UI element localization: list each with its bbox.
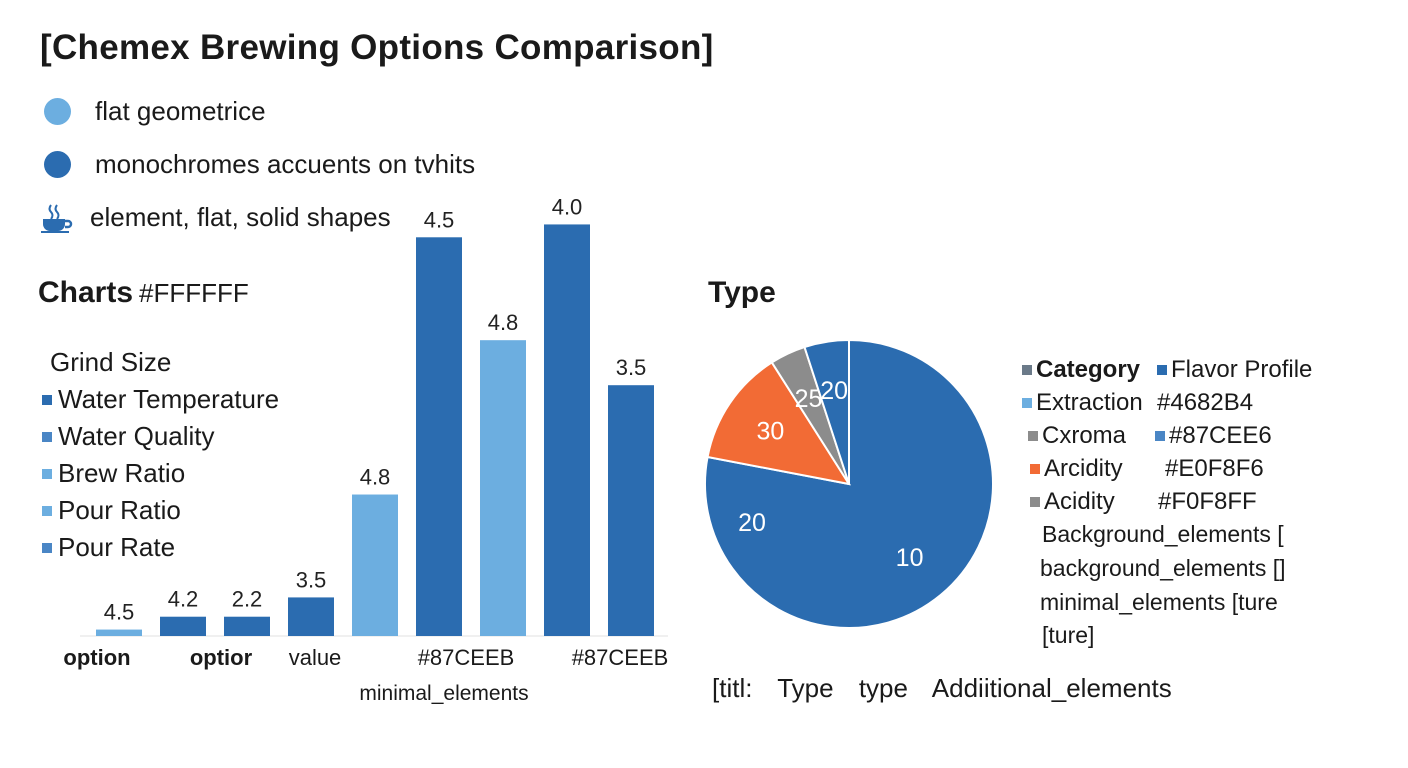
charts-heading-sub: #FFFFFF [139,278,249,308]
pie-legend-item: #4682B4 [1157,389,1253,417]
legend-label: Water Quality [58,421,215,451]
bar-chart: 4.5 4.2 2.2 3.5 4.8 4.5 4.8 4.0 3.5 option optior v… [63,194,669,705]
pie-legend-item: Category [1022,356,1140,384]
legend-swatch [1155,431,1165,441]
bar-legend-item: Water Quality [42,421,215,452]
circle-icon [44,151,71,178]
pie-legend-item: Cxroma [1028,422,1126,450]
charts-heading: Charts #FFFFFF [38,276,249,310]
bottom-note-0: [titl: [712,673,753,703]
pie-slice [706,361,852,486]
pie-slice-label: 10 [896,544,924,572]
bar [160,616,206,636]
bar-legend-item: Pour Rate [42,532,175,563]
charts-heading-text: Charts [38,276,134,309]
pie-slice-label: 20 [820,377,848,405]
page-title: [Chemex Brewing Options Comparison] [40,28,714,67]
legend-swatch [1028,431,1038,441]
pie-legend-item: Acidity [1030,488,1115,516]
legend-label: Acidity [1044,488,1115,515]
bar-legend-title: Grind Size [50,347,172,377]
legend-swatch [42,468,52,479]
legend-label: #4682B4 [1157,389,1254,416]
bar-value-label: 2.2 [232,587,263,612]
pie-slice [803,338,850,485]
pie-note-line: Background_elements [ [1042,521,1284,547]
legend-label: Pour Rate [58,532,176,562]
legend-label: #E0F8F6 [1165,455,1264,482]
x-axis-caption: minimal_elements [359,682,528,705]
note-monochrome-accents: monochromes accuents on tvhits [44,149,475,180]
legend-label: Cxroma [1042,422,1127,449]
pie-legend-item: Extraction [1022,389,1143,417]
legend-swatch [42,505,52,516]
note-text: element, flat, solid shapes [90,202,391,232]
coffee-cup-icon [41,203,73,233]
pie-slice-label: 30 [756,418,784,446]
bar-value-label: 4.5 [104,600,135,625]
pie-legend-item: #E0F8F6 [1165,455,1264,483]
x-tick-label: option [63,645,130,670]
bar-value-label: 3.5 [616,355,647,380]
bar [288,597,334,636]
legend-label: #87CEE6 [1169,422,1272,449]
bar-value-label: 4.5 [424,207,455,232]
pie-note-line: background_elements [] [1040,555,1286,581]
legend-swatch [1022,398,1032,408]
bar [608,385,654,636]
legend-label: Flavor Profile [1171,356,1313,383]
legend-label: Category [1036,356,1141,383]
pie-legend-item: #87CEE6 [1155,422,1272,450]
x-tick-label: #87CEEB [418,645,515,670]
pie-legend-item: Flavor Profile [1157,356,1312,384]
bar-value-label: 4.2 [168,587,199,612]
circle-icon [44,98,71,125]
pie-note-line: minimal_elements [ture [1040,589,1278,615]
bar-value-label: 4.8 [488,310,519,335]
bar-value-label: 4.0 [552,194,583,219]
legend-swatch [1157,365,1167,375]
note-solid-shapes: element, flat, solid shapes [40,202,391,233]
legend-label: Arcidity [1044,455,1123,482]
bar-legend-item: Water Temperature [42,384,279,415]
legend-label: Extraction [1036,389,1143,416]
x-tick-label: optior [190,645,253,670]
bottom-note: [titl: Type type Addiitional_elements [712,673,1190,704]
bar-legend-item: Brew Ratio [42,458,185,489]
legend-swatch [1030,464,1040,474]
bottom-note-3: Addiitional_elements [931,673,1172,703]
legend-swatch [42,431,52,442]
type-heading: Type [708,276,776,309]
x-tick-label: value [289,645,342,670]
x-tick-label: #87CEEB [572,645,669,670]
bar-value-label: 4.8 [360,465,391,490]
note-text: flat geometrice [95,96,266,126]
note-flat-geometric: flat geometrice [44,96,266,127]
pie-legend-item: Arcidity [1030,455,1123,483]
pie-legend-item: #F0F8FF [1158,488,1257,516]
legend-swatch [1022,365,1032,375]
legend-swatch [42,542,52,553]
bottom-note-1: Type [777,673,834,703]
legend-swatch [1030,497,1040,507]
bar [416,237,462,637]
pie-extra-label: 20 [738,509,766,537]
bar [96,629,142,636]
legend-label: #F0F8FF [1158,488,1257,515]
legend-label: Water Temperature [58,384,280,414]
bar [352,494,398,636]
pie-note-line: [ture] [1042,622,1095,648]
note-text: monochromes accuents on tvhits [95,149,476,179]
legend-label: Pour Ratio [58,495,181,525]
bar-legend-item: Pour Ratio [42,495,181,526]
bottom-note-2: type [858,673,908,703]
legend-label: Brew Ratio [58,458,186,488]
bar [480,340,526,636]
bar-value-label: 3.5 [296,567,327,592]
bar [224,616,270,636]
legend-swatch [42,394,52,405]
bar [544,224,590,636]
